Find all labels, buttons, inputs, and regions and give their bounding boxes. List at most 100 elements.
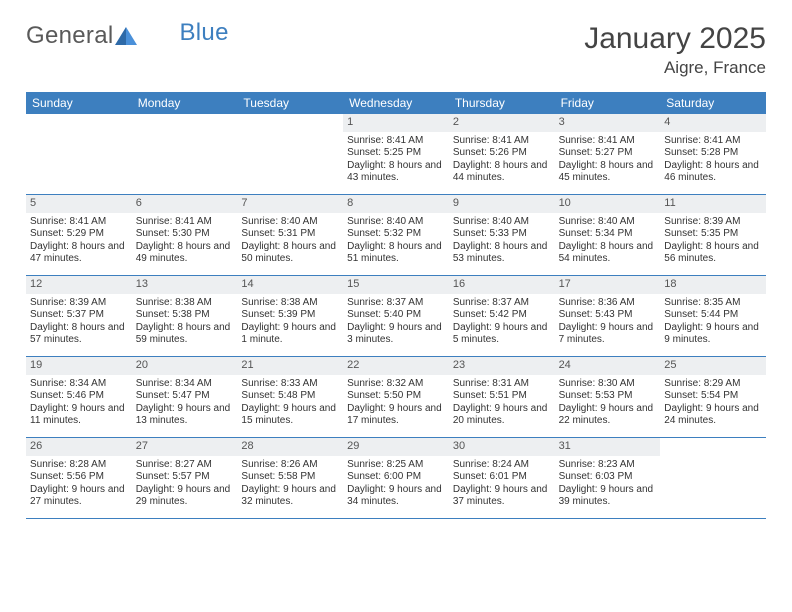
sunrise-line: Sunrise: 8:32 AM [347,378,445,391]
daylight-line: Daylight: 8 hours and 53 minutes. [453,241,551,266]
day-cell [237,114,343,194]
sunrise-line: Sunrise: 8:35 AM [664,297,762,310]
weekday-label: Tuesday [237,92,343,114]
week-row: 19Sunrise: 8:34 AMSunset: 5:46 PMDayligh… [26,357,766,438]
day-cell: 9Sunrise: 8:40 AMSunset: 5:33 PMDaylight… [449,195,555,275]
sunrise-line: Sunrise: 8:41 AM [664,135,762,148]
day-number: 3 [555,114,661,132]
daylight-line: Daylight: 8 hours and 51 minutes. [347,241,445,266]
day-cell: 28Sunrise: 8:26 AMSunset: 5:58 PMDayligh… [237,438,343,518]
sunset-line: Sunset: 5:50 PM [347,390,445,403]
sunrise-line: Sunrise: 8:39 AM [664,216,762,229]
sunrise-line: Sunrise: 8:38 AM [136,297,234,310]
sunrise-line: Sunrise: 8:36 AM [559,297,657,310]
sunset-line: Sunset: 5:26 PM [453,147,551,160]
sunrise-line: Sunrise: 8:37 AM [347,297,445,310]
sunset-line: Sunset: 5:44 PM [664,309,762,322]
day-number: 13 [132,276,238,294]
weekday-label: Friday [555,92,661,114]
sunset-line: Sunset: 5:47 PM [136,390,234,403]
daylight-line: Daylight: 8 hours and 50 minutes. [241,241,339,266]
sunset-line: Sunset: 5:35 PM [664,228,762,241]
day-number: 30 [449,438,555,456]
day-number: 12 [26,276,132,294]
week-row: 26Sunrise: 8:28 AMSunset: 5:56 PMDayligh… [26,438,766,519]
day-cell: 13 Sunrise: 8:38 AMSunset: 5:38 PMDayligh… [132,276,238,356]
sunrise-line: Sunrise: 8:40 AM [453,216,551,229]
sunset-line: Sunset: 5:38 PM [136,309,234,322]
sunset-line: Sunset: 5:42 PM [453,309,551,322]
daylight-line: Daylight: 9 hours and 24 minutes. [664,403,762,428]
sunrise-line: Sunrise: 8:26 AM [241,459,339,472]
day-cell: 1Sunrise: 8:41 AMSunset: 5:25 PMDaylight… [343,114,449,194]
sunset-line: Sunset: 5:51 PM [453,390,551,403]
daylight-line: Daylight: 9 hours and 1 minute. [241,322,339,347]
daylight-line: Daylight: 9 hours and 17 minutes. [347,403,445,428]
day-cell: 23Sunrise: 8:31 AMSunset: 5:51 PMDayligh… [449,357,555,437]
daylight-line: Daylight: 8 hours and 47 minutes. [30,241,128,266]
sunset-line: Sunset: 5:48 PM [241,390,339,403]
logo-triangle-icon [115,27,137,45]
day-number: 21 [237,357,343,375]
sunrise-line: Sunrise: 8:40 AM [347,216,445,229]
day-number: 2 [449,114,555,132]
sunset-line: Sunset: 5:39 PM [241,309,339,322]
sunrise-line: Sunrise: 8:39 AM [30,297,128,310]
day-number: 22 [343,357,449,375]
day-cell: 30Sunrise: 8:24 AMSunset: 6:01 PMDayligh… [449,438,555,518]
sunrise-line: Sunrise: 8:37 AM [453,297,551,310]
sunrise-line: Sunrise: 8:23 AM [559,459,657,472]
day-cell: 8Sunrise: 8:40 AMSunset: 5:32 PMDaylight… [343,195,449,275]
sunset-line: Sunset: 6:01 PM [453,471,551,484]
day-cell: 14Sunrise: 8:38 AMSunset: 5:39 PMDayligh… [237,276,343,356]
sunset-line: Sunset: 5:28 PM [664,147,762,160]
month-title: January 2025 [584,22,766,56]
day-number: 19 [26,357,132,375]
day-number: 5 [26,195,132,213]
day-cell: 18Sunrise: 8:35 AMSunset: 5:44 PMDayligh… [660,276,766,356]
daylight-line: Daylight: 8 hours and 46 minutes. [664,160,762,185]
sunset-line: Sunset: 6:00 PM [347,471,445,484]
day-number: 1 [343,114,449,132]
day-number: 26 [26,438,132,456]
sunrise-line: Sunrise: 8:41 AM [559,135,657,148]
day-cell: 29Sunrise: 8:25 AMSunset: 6:00 PMDayligh… [343,438,449,518]
daylight-line: Daylight: 8 hours and 57 minutes. [30,322,128,347]
sunrise-line: Sunrise: 8:29 AM [664,378,762,391]
day-number: 28 [237,438,343,456]
logo-text-blue: Blue [179,19,228,47]
sunrise-line: Sunrise: 8:31 AM [453,378,551,391]
logo-text-general: General [26,22,113,50]
daylight-line: Daylight: 9 hours and 29 minutes. [136,484,234,509]
calendar: SundayMondayTuesdayWednesdayThursdayFrid… [26,92,766,519]
daylight-line: Daylight: 9 hours and 34 minutes. [347,484,445,509]
sunset-line: Sunset: 5:56 PM [30,471,128,484]
calendar-page: General Blue January 2025 Aigre, France … [0,0,792,612]
daylight-line: Daylight: 8 hours and 56 minutes. [664,241,762,266]
day-number: 7 [237,195,343,213]
sunrise-line: Sunrise: 8:33 AM [241,378,339,391]
weekday-row: SundayMondayTuesdayWednesdayThursdayFrid… [26,92,766,114]
day-number: 10 [555,195,661,213]
day-cell [132,114,238,194]
daylight-line: Daylight: 9 hours and 7 minutes. [559,322,657,347]
day-number: 31 [555,438,661,456]
sunrise-line: Sunrise: 8:30 AM [559,378,657,391]
sunset-line: Sunset: 5:34 PM [559,228,657,241]
day-number: 16 [449,276,555,294]
day-cell: 2Sunrise: 8:41 AMSunset: 5:26 PMDaylight… [449,114,555,194]
day-cell: 27Sunrise: 8:27 AMSunset: 5:57 PMDayligh… [132,438,238,518]
sunset-line: Sunset: 5:53 PM [559,390,657,403]
day-number: 20 [132,357,238,375]
title-block: January 2025 Aigre, France [584,22,766,78]
daylight-line: Daylight: 8 hours and 59 minutes. [136,322,234,347]
day-cell: 17Sunrise: 8:36 AMSunset: 5:43 PMDayligh… [555,276,661,356]
sunset-line: Sunset: 5:30 PM [136,228,234,241]
day-cell: 5Sunrise: 8:41 AMSunset: 5:29 PMDaylight… [26,195,132,275]
weekday-label: Sunday [26,92,132,114]
sunset-line: Sunset: 5:29 PM [30,228,128,241]
sunset-line: Sunset: 5:58 PM [241,471,339,484]
day-number: 23 [449,357,555,375]
sunrise-line: Sunrise: 8:34 AM [30,378,128,391]
day-number: 11 [660,195,766,213]
